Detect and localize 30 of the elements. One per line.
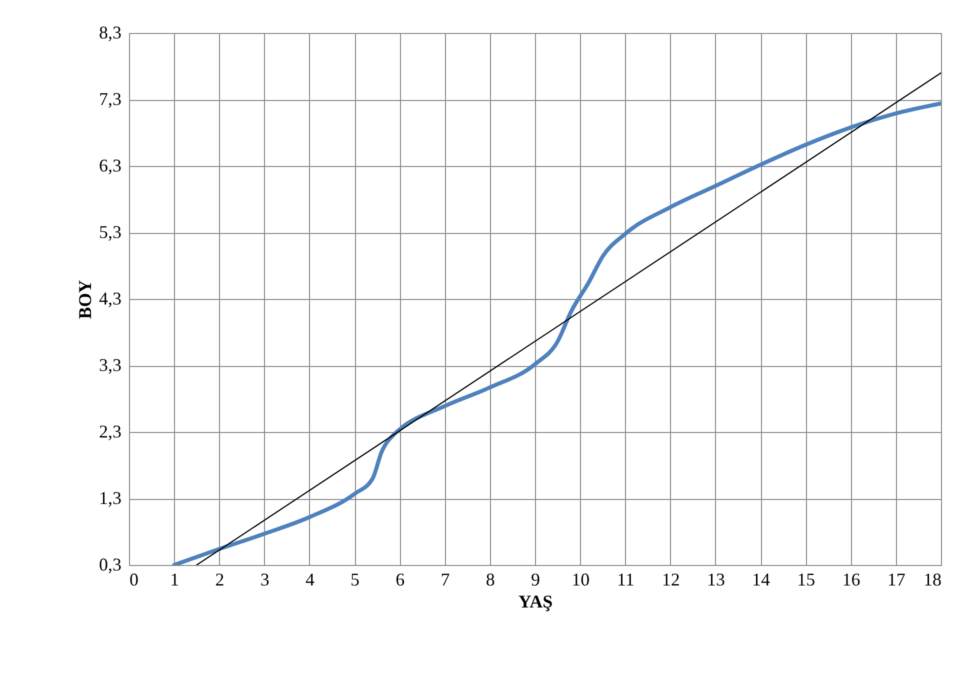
x-tick-label: 18 [924,570,942,590]
y-tick-label: 6,3 [99,156,122,176]
x-tick-label: 5 [350,570,360,590]
x-tick-label: 9 [531,570,540,590]
y-tick-label: 1,3 [99,488,122,508]
x-tick-label: 4 [305,570,314,590]
x-tick-label: 1 [170,570,180,590]
x-tick-label: 0 [130,570,138,590]
x-tick-label: 6 [396,570,405,590]
x-tick-label: 16 [842,570,860,590]
x-tick-label: 11 [617,570,634,590]
y-tick-label: 4,3 [99,288,122,308]
x-tick-label: 8 [486,570,495,590]
y-tick-label: 7,3 [99,89,122,109]
x-tick-label: 17 [887,570,906,590]
x-tick-label: 14 [752,570,770,590]
y-tick-label: 3,3 [99,355,122,375]
x-tick-label: 2 [215,570,224,590]
y-tick-label: 2,3 [99,422,122,442]
y-tick-label: 8,3 [99,22,122,42]
x-axis-title: YAŞ [518,592,553,612]
x-tick-label: 15 [797,570,816,590]
y-axis-title: BOY [75,280,95,320]
x-tick-label: 3 [260,570,270,590]
x-tick-label: 13 [706,570,725,590]
x-tick-label: 10 [572,570,590,590]
x-tick-label: 12 [662,570,680,590]
y-tick-label: 5,3 [99,222,122,242]
x-tick-label: 7 [440,570,450,590]
y-tick-label: 0,3 [99,554,122,574]
